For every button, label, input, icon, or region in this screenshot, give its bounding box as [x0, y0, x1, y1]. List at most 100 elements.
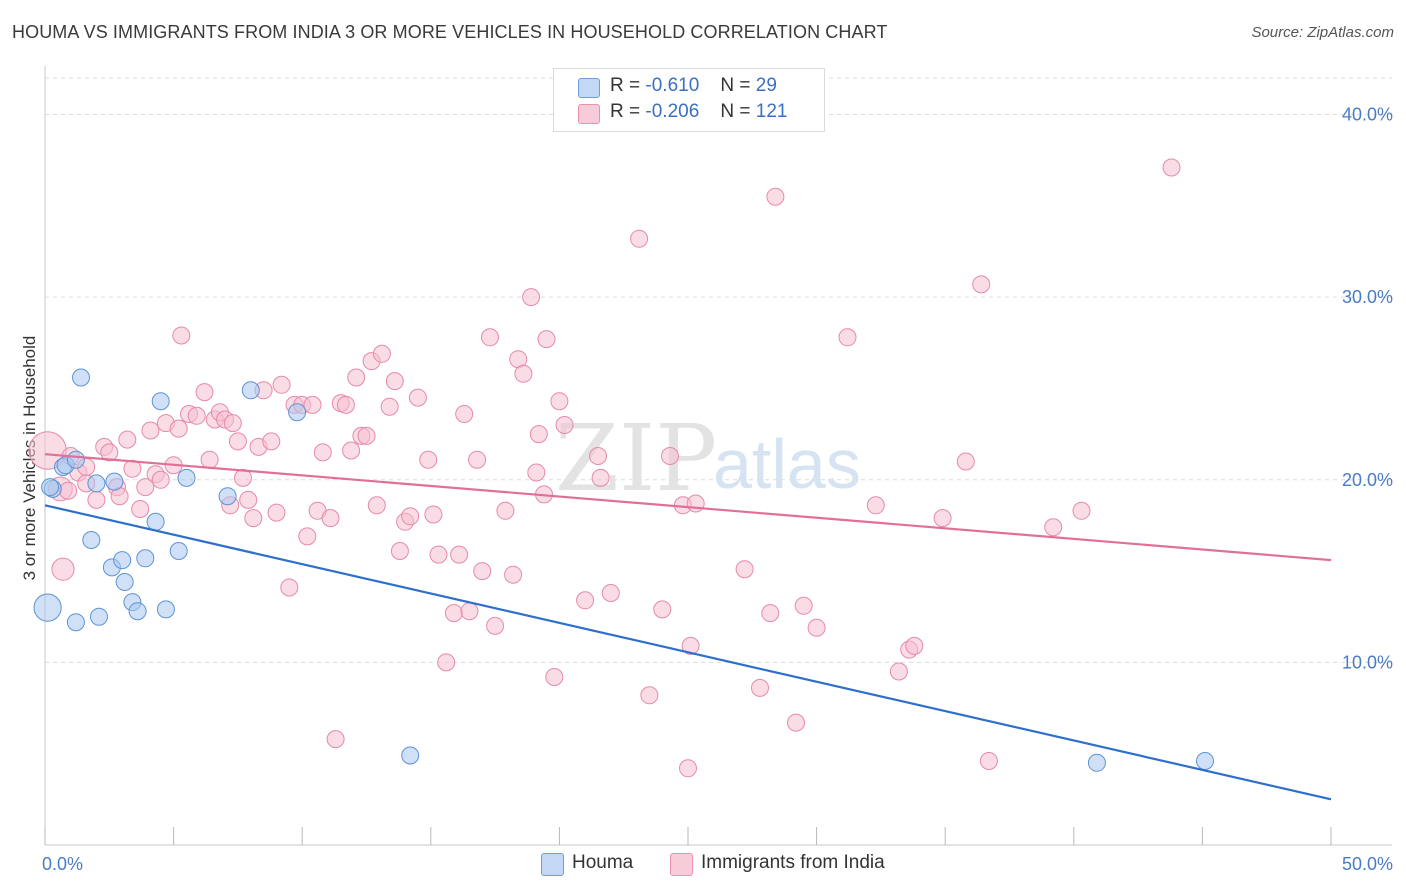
- x-tick-label-1: 50.0%: [1342, 854, 1393, 874]
- houma-point-11: [105, 472, 124, 491]
- india-point-71: [460, 602, 479, 621]
- houma-point-18: [151, 392, 170, 411]
- houma-point-15: [128, 602, 147, 621]
- india-point-99: [686, 494, 705, 513]
- watermark-zip: ZIP: [555, 405, 717, 512]
- india-point-21: [172, 326, 191, 345]
- houma-r-label: R =: [610, 75, 641, 96]
- india-point-107: [838, 328, 857, 347]
- india-point-91: [601, 584, 620, 602]
- india-point-8: [100, 443, 119, 462]
- india-point-111: [905, 636, 924, 655]
- india-n-label: N =: [720, 101, 751, 122]
- houma-point-23: [241, 381, 260, 400]
- houma-point-9: [66, 613, 85, 632]
- y-tick-label-0: 10.0%: [1342, 652, 1393, 672]
- watermark-atlas: atlas: [713, 425, 861, 503]
- india-point-105: [794, 596, 813, 615]
- india-point-54: [357, 426, 376, 445]
- india-point-51: [342, 441, 361, 460]
- houma-point-20: [169, 542, 188, 560]
- houma-point-13: [115, 573, 134, 591]
- india-point-2: [51, 557, 75, 581]
- india-point-25: [200, 450, 219, 469]
- chart-title: HOUMA VS IMMIGRANTS FROM INDIA 3 OR MORE…: [12, 22, 888, 42]
- houma-point-19: [156, 600, 175, 619]
- india-point-75: [486, 616, 505, 635]
- india-point-50: [336, 395, 355, 414]
- india-point-37: [262, 432, 281, 451]
- india-point-46: [313, 443, 332, 462]
- india-point-32: [234, 468, 252, 487]
- india-point-118: [1162, 158, 1181, 177]
- trend-lines: [44, 453, 1332, 801]
- india-point-77: [504, 565, 523, 584]
- houma-point-22: [218, 487, 237, 506]
- india-point-62: [401, 507, 420, 526]
- india-point-11: [118, 430, 137, 449]
- india-point-102: [761, 604, 780, 623]
- india-point-90: [591, 468, 610, 487]
- india-point-106: [807, 618, 826, 637]
- houma-n-label: N =: [720, 75, 751, 96]
- india-point-113: [956, 452, 975, 471]
- x-tick-label-0: 0.0%: [42, 854, 83, 874]
- india-point-34: [244, 509, 263, 528]
- india-point-14: [136, 478, 155, 497]
- india-point-103: [766, 187, 785, 206]
- india-point-117: [1072, 501, 1091, 520]
- legend-label-india: Immigrants from India: [701, 852, 885, 873]
- india-point-74: [481, 328, 499, 347]
- india-point-95: [661, 447, 679, 465]
- watermark: ZIP atlas: [555, 405, 861, 512]
- india-point-70: [455, 405, 474, 423]
- india-point-64: [419, 450, 438, 469]
- india-point-119: [59, 481, 78, 500]
- houma-point-12: [113, 551, 132, 570]
- india-point-31: [228, 432, 247, 451]
- houma-point-25: [401, 746, 420, 765]
- india-swatch: [578, 104, 600, 124]
- india-points: [28, 158, 1181, 778]
- india-point-85: [529, 425, 548, 444]
- india-point-81: [527, 463, 546, 482]
- houma-point-27: [1196, 752, 1214, 770]
- india-n-value: 121: [755, 101, 788, 122]
- india-point-60: [390, 542, 409, 560]
- india-r-value: -0.206: [645, 101, 700, 122]
- y-tick-label-1: 20.0%: [1342, 470, 1393, 490]
- india-point-114: [972, 275, 991, 294]
- india-point-104: [787, 713, 805, 732]
- houma-r-value: -0.610: [645, 75, 700, 96]
- india-point-87: [555, 416, 574, 434]
- india-point-108: [866, 496, 885, 515]
- india-point-80: [522, 288, 541, 307]
- india-point-88: [576, 591, 595, 610]
- india-point-15: [141, 421, 160, 440]
- india-point-116: [1044, 518, 1063, 537]
- india-point-68: [444, 604, 463, 623]
- houma-point-28: [41, 478, 60, 497]
- india-point-94: [653, 600, 672, 619]
- india-r-label: R =: [610, 101, 641, 122]
- india-point-109: [889, 662, 908, 681]
- india-point-20: [169, 419, 188, 438]
- india-point-56: [367, 496, 386, 515]
- legend-label-houma: Houma: [572, 852, 634, 873]
- india-point-30: [223, 414, 242, 433]
- india-point-115: [979, 752, 998, 770]
- india-point-67: [437, 653, 456, 672]
- houma-point-26: [1087, 753, 1106, 772]
- stats-box: R = -0.610 N = 29 R = -0.206 N = 121: [553, 68, 825, 132]
- india-point-92: [630, 229, 649, 248]
- houma-point-21: [177, 468, 196, 487]
- y-tick-label-2: 30.0%: [1342, 287, 1393, 307]
- houma-point-17: [146, 512, 165, 531]
- india-point-97: [679, 759, 697, 778]
- india-point-57: [372, 344, 391, 363]
- india-point-65: [424, 505, 443, 524]
- india-point-23: [187, 406, 206, 425]
- houma-swatch: [578, 78, 600, 98]
- india-point-17: [151, 470, 170, 489]
